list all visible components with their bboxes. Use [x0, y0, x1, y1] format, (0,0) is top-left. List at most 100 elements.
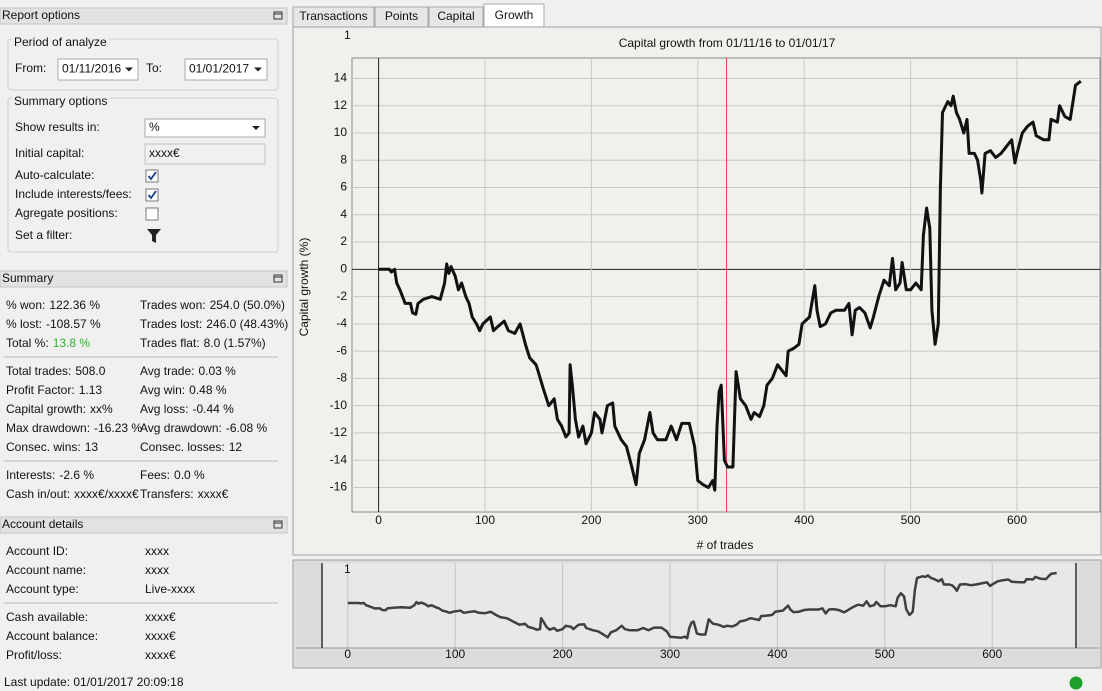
detail-value: xxxx€	[145, 610, 176, 624]
stat-label: Trades flat:	[140, 336, 200, 350]
tab-label[interactable]: Capital	[437, 9, 474, 23]
y-tick-label: 8	[340, 152, 347, 166]
stat-label: Fees:	[140, 468, 170, 482]
y-tick-label: 10	[334, 125, 348, 139]
stat-label: Consec. wins:	[6, 440, 81, 454]
field-label: Initial capital:	[15, 146, 84, 160]
status-indicator	[1069, 676, 1083, 690]
detail-label: Account type:	[6, 582, 79, 596]
float-button[interactable]	[273, 11, 283, 20]
summary-item: Capital growth: xx%	[6, 402, 113, 416]
summary-item: Avg win: 0.48 %	[140, 383, 227, 397]
stat-value: 0.03 %	[198, 364, 236, 378]
summary-item: % won: 122.36 %	[6, 298, 100, 312]
combo-box[interactable]	[144, 118, 266, 138]
field-label: Include interests/fees:	[15, 187, 132, 201]
combo-arrow	[254, 67, 262, 72]
x-tick-label: 100	[475, 513, 495, 527]
stat-label: Profit Factor:	[6, 383, 75, 397]
stat-value: xxxx€/xxxx€	[74, 487, 139, 501]
y-tick-label: -14	[330, 452, 348, 466]
detail-label: Cash available:	[6, 610, 88, 624]
check-mark	[147, 171, 157, 181]
from-label: From:	[15, 61, 46, 75]
float-button[interactable]	[273, 274, 283, 283]
detail-label: Account ID:	[6, 544, 68, 558]
group-title: Summary options	[14, 94, 107, 108]
stat-value: 13	[85, 440, 99, 454]
detail-label: Profit/loss:	[6, 648, 62, 662]
checkbox[interactable]	[145, 188, 159, 202]
combo-arrow	[252, 126, 260, 130]
x-tick-label: 500	[875, 647, 895, 661]
stat-label: % won:	[6, 298, 45, 312]
input-placeholder: xxxx€	[149, 146, 180, 160]
summary-item: Total %: 13.8 %	[6, 336, 90, 350]
y-tick-label: -2	[336, 289, 347, 303]
x-tick-label: 0	[375, 513, 382, 527]
stat-label: Avg drawdown:	[140, 421, 222, 435]
filter-icon[interactable]	[147, 229, 161, 243]
group-title: Period of analyze	[14, 35, 107, 49]
summary-item: Consec. losses: 12	[140, 440, 242, 454]
stat-label: Trades won:	[140, 298, 206, 312]
tab-label[interactable]: Points	[385, 9, 418, 23]
summary-item: Total trades: 508.0	[6, 364, 106, 378]
stat-value: -0.44 %	[192, 402, 234, 416]
stat-label: % lost:	[6, 317, 42, 331]
group-title-bg	[12, 95, 110, 103]
stat-value: 12	[229, 440, 243, 454]
float-button[interactable]	[273, 520, 283, 529]
corner-label: 1	[344, 28, 351, 42]
section-header	[0, 516, 288, 534]
summary-item: Fees: 0.0 %	[140, 468, 205, 482]
summary-item: Transfers: xxxx€	[140, 487, 229, 501]
y-tick-label: -12	[330, 425, 348, 439]
x-tick-label: 600	[982, 647, 1002, 661]
section-title: Report options	[2, 8, 80, 22]
stat-label: Total %:	[6, 336, 49, 350]
y-tick-label: -4	[336, 316, 347, 330]
group-title-bg	[12, 36, 109, 44]
stat-value: -108.57 %	[46, 317, 101, 331]
checkbox[interactable]	[145, 207, 159, 221]
combo-arrow	[125, 67, 133, 72]
stat-value: 1.13	[79, 383, 103, 397]
stat-value: -2.6 %	[59, 468, 94, 482]
x-tick-label: 200	[553, 647, 573, 661]
y-tick-label: 2	[340, 234, 347, 248]
x-tick-label: 100	[445, 647, 465, 661]
combo-value: 01/11/2016	[62, 62, 121, 76]
combo-box[interactable]	[184, 58, 268, 81]
data-line	[378, 80, 1082, 492]
detail-label: Account name:	[6, 563, 86, 577]
detail-value: xxxx	[145, 544, 169, 558]
tab-label[interactable]: Growth	[495, 8, 534, 22]
plot-area	[351, 57, 1101, 513]
stat-value: 0.0 %	[174, 468, 205, 482]
checkbox[interactable]	[145, 169, 159, 183]
tab-label[interactable]: Transactions	[299, 9, 367, 23]
field-label: Set a filter:	[15, 228, 72, 242]
x-axis-label: # of trades	[697, 538, 754, 552]
y-tick-label: -8	[336, 371, 347, 385]
stat-value: xxxx€	[198, 487, 229, 501]
stat-value: 13.8 %	[53, 336, 91, 350]
field-label: Agregate positions:	[15, 206, 118, 220]
y-tick-label: -16	[330, 480, 348, 494]
y-tick-label: 6	[340, 180, 347, 194]
combo-box[interactable]	[57, 58, 139, 81]
summary-item: Avg loss: -0.44 %	[140, 402, 234, 416]
stat-label: Avg trade:	[140, 364, 194, 378]
stat-value: 508.0	[75, 364, 105, 378]
stat-label: Avg loss:	[140, 402, 188, 416]
section-header	[0, 270, 288, 288]
stat-value: 122.36 %	[49, 298, 100, 312]
field-label: Auto-calculate:	[15, 168, 94, 182]
x-tick-label: 500	[901, 513, 921, 527]
stat-value: xx%	[90, 402, 113, 416]
y-tick-label: 12	[334, 98, 348, 112]
stat-label: Transfers:	[140, 487, 194, 501]
